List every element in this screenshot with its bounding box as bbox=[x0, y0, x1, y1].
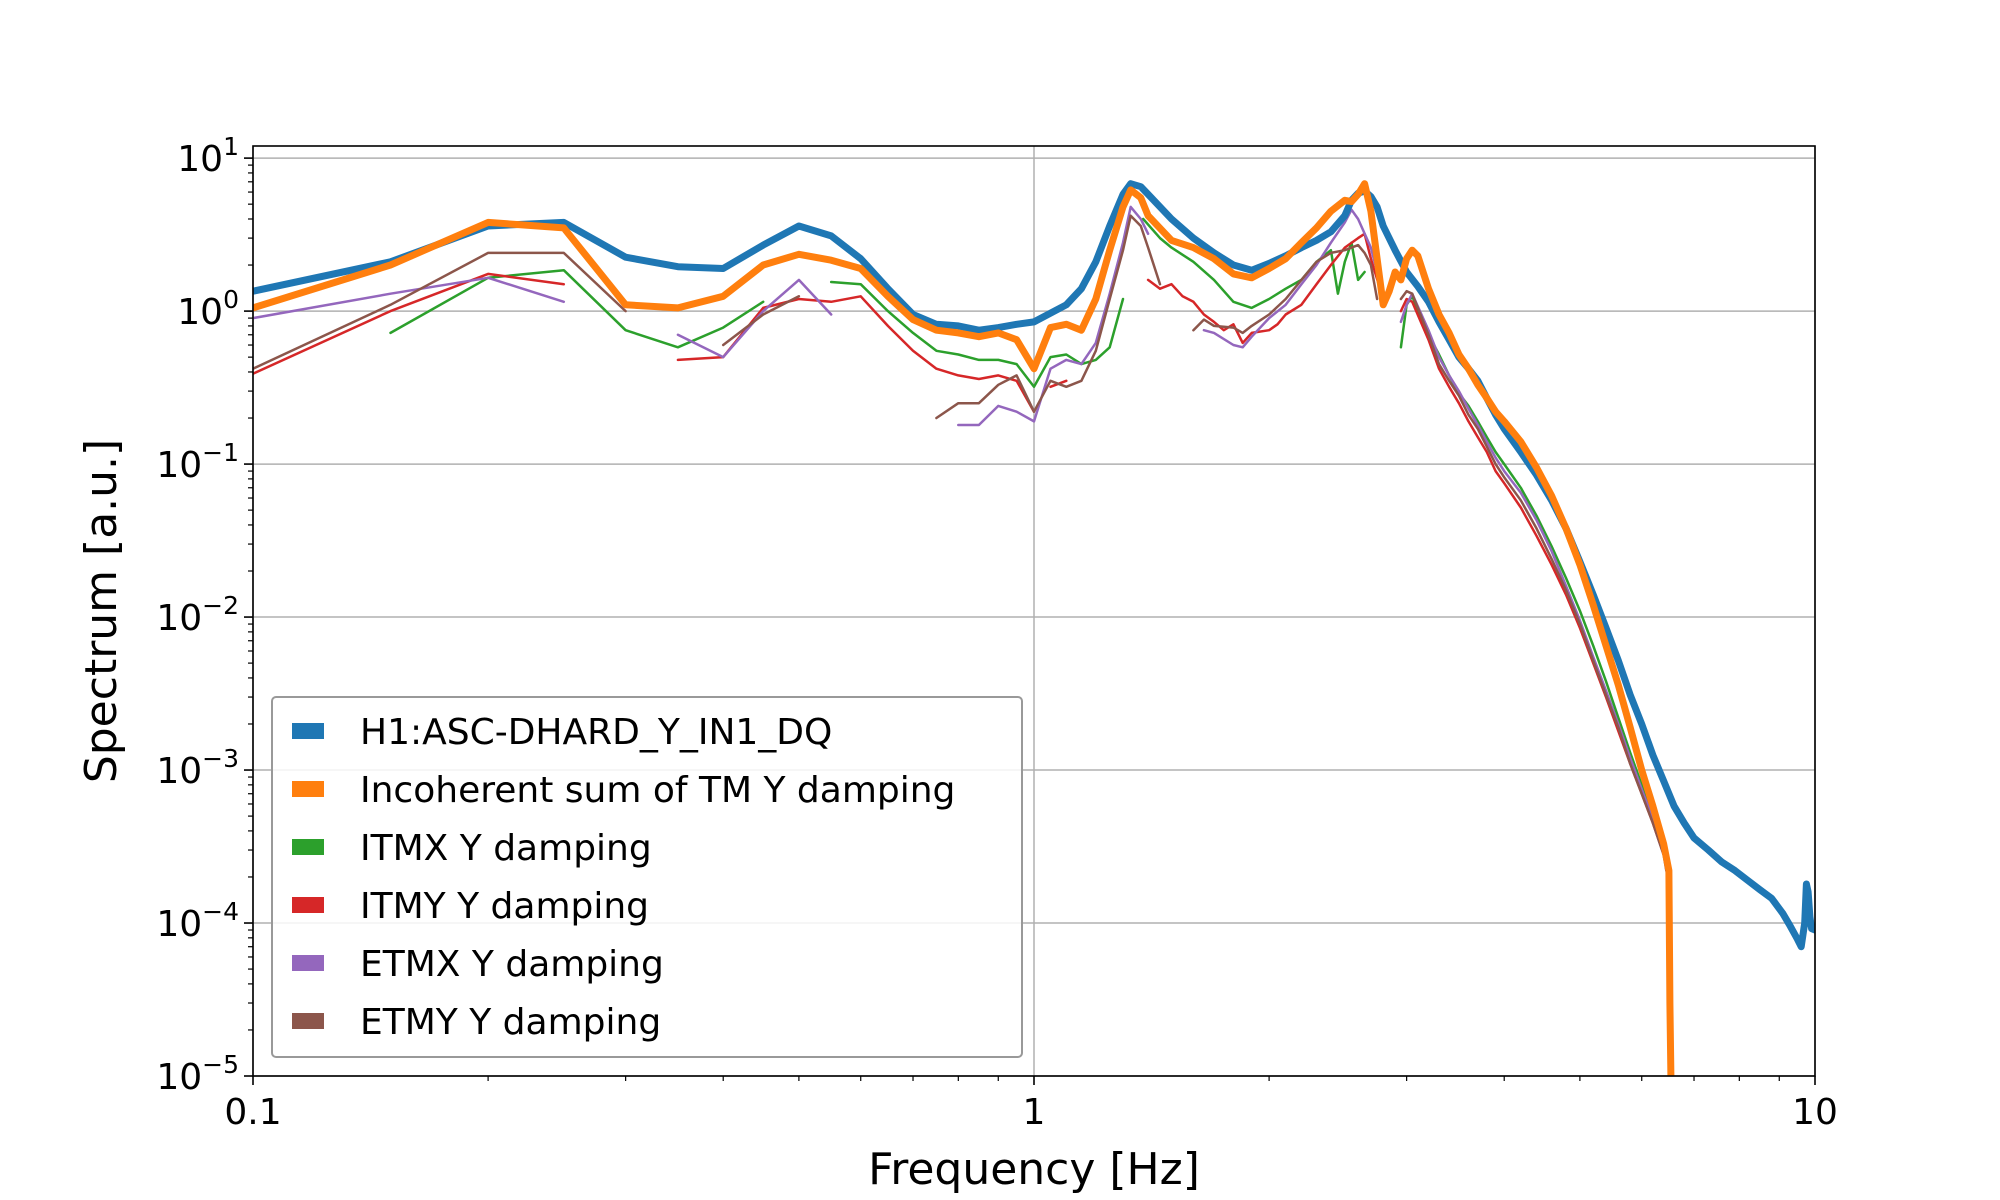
legend-swatch bbox=[292, 1013, 324, 1029]
y-axis-label: Spectrum [a.u.] bbox=[76, 439, 127, 783]
x-axis-label: Frequency [Hz] bbox=[868, 1144, 1200, 1195]
x-tick-label: 0.1 bbox=[224, 1092, 281, 1133]
series-line-0 bbox=[253, 180, 1815, 951]
x-tick-label: 10 bbox=[1792, 1092, 1838, 1133]
series-line-1 bbox=[253, 180, 1675, 1076]
legend-label: ETMX Y damping bbox=[360, 944, 664, 985]
series-lines bbox=[253, 180, 1815, 1076]
legend: H1:ASC-DHARD_Y_IN1_DQ Incoherent sum of T… bbox=[271, 696, 1023, 1058]
legend-swatch bbox=[292, 839, 324, 855]
legend-label: ITMX Y damping bbox=[360, 828, 652, 869]
series-line-4 bbox=[957, 205, 1150, 427]
legend-label: ETMY Y damping bbox=[360, 1002, 661, 1043]
series-line-3 bbox=[253, 272, 566, 375]
series-line-5 bbox=[1192, 243, 1379, 335]
series-line-5 bbox=[935, 214, 1162, 420]
y-tick-label: 100 bbox=[177, 285, 239, 333]
series-line-5 bbox=[253, 251, 627, 370]
y-tick-label: 10−2 bbox=[156, 591, 239, 639]
y-tick-label: 101 bbox=[177, 132, 239, 180]
x-tick-label: 1 bbox=[1023, 1092, 1046, 1133]
legend-swatch bbox=[292, 781, 324, 797]
legend-label: ITMY Y damping bbox=[360, 886, 649, 927]
legend-swatch bbox=[292, 723, 324, 739]
y-tick-label: 10−3 bbox=[156, 744, 239, 792]
series-line-4 bbox=[676, 278, 833, 359]
series-line-3 bbox=[1146, 232, 1385, 345]
y-tick-label: 10−4 bbox=[156, 897, 239, 945]
series-line-4 bbox=[253, 276, 566, 320]
y-tick-label: 10−5 bbox=[156, 1050, 239, 1098]
series-line-4 bbox=[1202, 208, 1379, 349]
legend-swatch bbox=[292, 897, 324, 913]
legend-label: H1:ASC-DHARD_Y_IN1_DQ bbox=[360, 712, 832, 753]
series-line-2 bbox=[829, 280, 1125, 389]
legend-box bbox=[271, 696, 1023, 1058]
series-line-5 bbox=[1399, 289, 1668, 872]
series-line-2 bbox=[1141, 217, 1366, 310]
series-line-4 bbox=[1399, 292, 1671, 890]
legend-swatch bbox=[292, 955, 324, 971]
axis-ticks: 0.1 1 10 101 100 10−1 10−2 10−3 10−4 10−5 bbox=[156, 132, 1838, 1133]
series-line-5 bbox=[721, 295, 801, 347]
legend-label: Incoherent sum of TM Y damping bbox=[360, 770, 955, 811]
y-tick-label: 10−1 bbox=[156, 438, 239, 486]
